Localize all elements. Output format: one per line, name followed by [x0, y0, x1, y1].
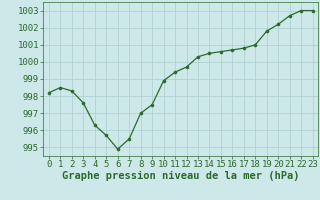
- X-axis label: Graphe pression niveau de la mer (hPa): Graphe pression niveau de la mer (hPa): [62, 171, 300, 181]
